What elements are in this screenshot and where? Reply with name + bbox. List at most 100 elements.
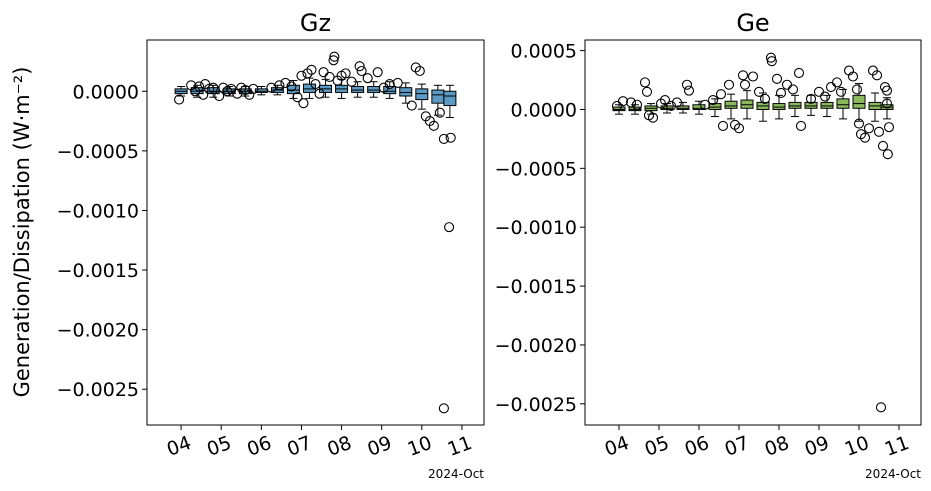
outlier-point xyxy=(715,89,727,100)
x-tick-label: 10 xyxy=(405,432,435,461)
outlier-point xyxy=(647,112,659,123)
y-tick-label: 0.0000 xyxy=(73,81,139,103)
outlier-point xyxy=(631,99,643,110)
box-iqr xyxy=(836,98,850,109)
outlier-point xyxy=(340,68,351,79)
outlier-point xyxy=(362,73,373,84)
outlier-point xyxy=(292,92,303,103)
box-iqr xyxy=(820,101,834,109)
outlier-point xyxy=(747,71,759,82)
outlier-point xyxy=(625,97,637,108)
y-tick-label: 0.0005 xyxy=(511,41,577,63)
x-tick-label: 06 xyxy=(244,432,274,461)
outlier-point xyxy=(681,79,693,90)
box-iqr xyxy=(415,88,429,101)
box-iqr xyxy=(443,90,457,107)
outlier-point xyxy=(853,118,865,129)
outlier-point xyxy=(775,87,787,99)
outlier-point xyxy=(372,67,383,78)
outlier-point xyxy=(881,98,893,109)
outlier-point xyxy=(793,67,805,79)
outlier-point xyxy=(329,51,340,62)
outlier-point xyxy=(274,80,285,91)
outlier-point xyxy=(406,100,417,111)
outlier-point xyxy=(835,86,847,97)
box-iqr xyxy=(772,103,786,110)
x-tick-label: 11 xyxy=(882,432,912,461)
outlier-point xyxy=(847,71,859,82)
box-iqr xyxy=(804,101,818,109)
outlier-point xyxy=(298,98,309,109)
outlier-point xyxy=(771,73,783,84)
x-tick-label: 09 xyxy=(365,432,395,461)
outlier-point xyxy=(683,85,695,96)
outlier-point xyxy=(384,79,395,90)
outlier-point xyxy=(739,79,751,90)
outlier-point xyxy=(434,107,445,118)
outlier-point xyxy=(174,94,185,105)
box-iqr xyxy=(788,101,802,109)
outlier-point xyxy=(737,70,749,81)
y-tick-label: −0.0025 xyxy=(57,379,139,401)
panel-ge: Ge 0.0005 0.0000 −0.0005 −0.0010 −0.0015 −0.00… xyxy=(495,9,922,481)
outlier-point xyxy=(759,93,771,104)
outlier-point xyxy=(871,70,883,81)
x-tick-label: 05 xyxy=(204,432,234,461)
outlier-point xyxy=(378,82,389,93)
x-tick-label: 08 xyxy=(762,432,792,461)
box-iqr xyxy=(399,87,413,97)
outlier-point xyxy=(296,70,307,81)
x-tick-label: 06 xyxy=(682,432,712,461)
date-offset-label: 2024-Oct xyxy=(428,467,484,481)
outlier-point xyxy=(280,77,291,88)
outlier-point xyxy=(641,86,653,97)
panel-gz: Gz 0.0000 −0.0005 −0.0010 −0.0015 −0.0020 −0.0… xyxy=(57,9,485,481)
outlier-point xyxy=(214,90,225,102)
outlier-point xyxy=(877,140,889,152)
x-tick-label: 09 xyxy=(802,432,832,461)
x-tick-label: 11 xyxy=(445,432,475,461)
outlier-point xyxy=(859,132,871,143)
outlier-point xyxy=(819,91,831,102)
box-iqr xyxy=(676,105,690,110)
outlier-point xyxy=(795,120,807,131)
outlier-point xyxy=(671,97,683,108)
x-tick-label: 04 xyxy=(164,432,194,461)
outlier-point xyxy=(875,402,887,413)
outlier-point xyxy=(863,123,875,134)
outlier-point xyxy=(310,79,321,90)
panel-title: Ge xyxy=(736,9,769,37)
outlier-point xyxy=(707,94,719,106)
outlier-point xyxy=(204,83,215,94)
y-tick-label: −0.0020 xyxy=(495,335,577,357)
outlier-point xyxy=(882,149,893,160)
outlier-point xyxy=(805,93,817,104)
outlier-point xyxy=(346,76,357,87)
outlier-point xyxy=(248,83,259,94)
outlier-point xyxy=(198,89,209,100)
outlier-point xyxy=(318,67,329,78)
box-iqr xyxy=(692,104,706,110)
x-tick-label: 08 xyxy=(324,432,354,461)
outlier-point xyxy=(765,52,777,63)
outlier-point xyxy=(392,77,403,88)
outlier-point xyxy=(717,120,729,131)
axes-frame xyxy=(584,39,922,426)
outlier-point xyxy=(753,86,765,97)
outlier-point xyxy=(723,79,735,90)
box-iqr xyxy=(852,94,866,109)
outlier-point xyxy=(208,82,219,93)
outlier-point xyxy=(766,56,777,67)
outlier-point xyxy=(314,88,325,99)
outlier-point xyxy=(445,132,456,143)
outlier-point xyxy=(617,96,629,107)
outlier-point xyxy=(733,123,745,134)
box-iqr xyxy=(740,99,754,109)
outlier-point xyxy=(194,81,205,92)
box-iqr xyxy=(367,85,381,93)
box-iqr xyxy=(431,89,445,104)
outlier-point xyxy=(873,126,885,137)
outlier-point xyxy=(354,61,365,72)
y-tick-label: −0.0025 xyxy=(495,394,577,416)
